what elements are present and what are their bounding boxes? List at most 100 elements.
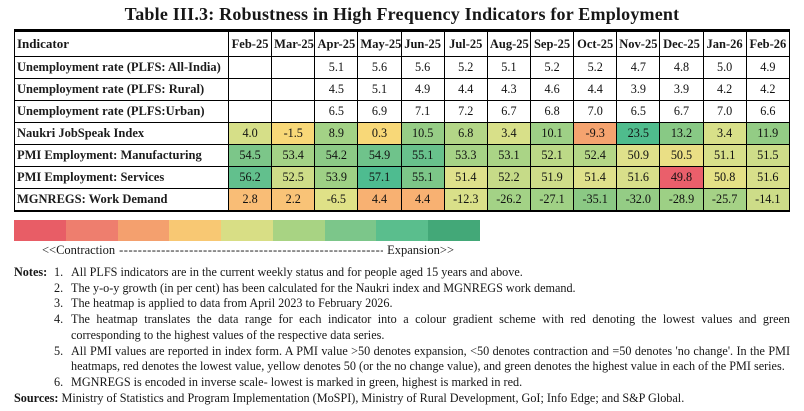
sources-line: Sources: Ministry of Statistics and Prog… (14, 391, 790, 407)
table-row: MGNREGS: Work Demand 2.8 2.2 -6.5 4.4 4.4 -12.… (14, 188, 791, 212)
month-column-header: Sep-25 (529, 30, 575, 57)
data-cell: 49.8 (659, 166, 704, 189)
indicator-label: MGNREGS: Work Demand (14, 188, 229, 212)
month-column-header: Jul-25 (443, 30, 488, 57)
data-cell: 6.8 (529, 100, 575, 123)
data-cell: 4.4 (357, 188, 402, 212)
data-cell: 6.7 (659, 100, 704, 123)
indicator-column-header: Indicator (14, 30, 229, 57)
gradient-segment (221, 220, 273, 241)
data-cell: 7.0 (573, 100, 618, 123)
note-number: 6. (54, 374, 64, 389)
data-cell: -6.5 (314, 188, 359, 212)
table-row: Unemployment rate (PLFS: All-India) 5.1 5.… (14, 56, 791, 79)
month-column-header: Nov-25 (616, 30, 661, 57)
data-cell: 6.5 (616, 100, 661, 123)
data-cell: 0.3 (357, 122, 402, 145)
month-column-header: Mar-25 (271, 30, 316, 57)
data-cell: -26.2 (486, 188, 531, 212)
data-cell: 6.6 (745, 100, 791, 123)
note-number: 4. (54, 312, 64, 327)
data-cell: 54.2 (314, 144, 359, 167)
notes-label: Notes: (14, 265, 48, 279)
note-number: 3. (54, 296, 64, 311)
data-cell: 53.9 (314, 166, 359, 189)
data-cell: 51.5 (745, 144, 791, 167)
month-column-header: Dec-25 (659, 30, 704, 57)
data-cell: 53.1 (486, 144, 531, 167)
data-cell: 7.1 (400, 100, 445, 123)
data-cell: 51.1 (702, 144, 747, 167)
data-cell: 50.8 (702, 166, 747, 189)
gradient-segment (14, 220, 66, 241)
data-cell: 4.4 (573, 78, 618, 101)
data-cell (271, 100, 316, 123)
table-title: Table III.3: Robustness in High Frequenc… (124, 4, 680, 24)
data-cell: 52.1 (529, 144, 575, 167)
notes-section: Notes: 1. All PLFS indicators are in the … (14, 265, 790, 391)
month-column-header: Aug-25 (486, 30, 531, 57)
gradient-bar (14, 220, 481, 241)
data-cell: 54.9 (357, 144, 402, 167)
indicator-label: Unemployment rate (PLFS: All-India) (14, 56, 229, 79)
data-cell: 56.2 (227, 166, 273, 189)
data-cell: 5.2 (443, 56, 488, 79)
data-cell: 51.6 (745, 166, 791, 189)
data-cell: 52.5 (271, 166, 316, 189)
data-cell: 4.6 (529, 78, 575, 101)
data-cell: 4.4 (443, 78, 488, 101)
note-number: 1. (54, 265, 64, 279)
contraction-label: <<Contraction (42, 243, 116, 257)
data-cell: 2.8 (227, 188, 273, 212)
data-cell: 8.9 (314, 122, 359, 145)
gradient-segment (272, 220, 325, 241)
data-cell: 4.9 (400, 78, 445, 101)
data-cell (271, 56, 316, 79)
data-cell: -1.5 (271, 122, 316, 145)
data-cell: -9.3 (573, 122, 618, 145)
month-column-header: Feb-25 (227, 30, 273, 57)
table-row: Unemployment rate (PLFS: Rural) 4.5 5.1 4.9… (14, 78, 791, 101)
data-cell: 50.9 (616, 144, 661, 167)
data-cell: 5.0 (702, 56, 747, 79)
table-body: Unemployment rate (PLFS: All-India) 5.1 5.… (14, 56, 791, 212)
table-row: PMI Employment: Manufacturing 54.5 53.4 54.… (14, 144, 791, 167)
data-cell: 52.4 (573, 144, 618, 167)
data-cell: 6.5 (314, 100, 359, 123)
note-text: The heatmap is applied to data from Apri… (71, 296, 393, 311)
data-cell: 4.8 (659, 56, 704, 79)
indicator-label: Unemployment rate (PLFS:Urban) (14, 100, 229, 123)
data-cell (227, 78, 273, 101)
data-cell: 5.6 (357, 56, 402, 79)
header-row: Indicator Feb-25 Mar-25 Apr-25 May-25 Jun-25… (14, 30, 791, 57)
data-cell: 54.5 (227, 144, 273, 167)
data-cell: 57.1 (357, 166, 402, 189)
note-text: The heatmap translates the data range fo… (71, 312, 790, 342)
data-cell: 4.4 (400, 188, 445, 212)
employment-indicators-table: Indicator Feb-25 Mar-25 Apr-25 May-25 Jun-25… (14, 29, 791, 212)
note-item: 5. All PMI values are reported in index f… (54, 344, 790, 375)
indicator-label: Naukri JobSpeak Index (14, 122, 229, 145)
data-cell: -14.1 (745, 188, 791, 212)
data-cell (271, 78, 316, 101)
data-cell: 6.9 (357, 100, 402, 123)
data-cell: 3.9 (659, 78, 704, 101)
data-cell: 3.9 (616, 78, 661, 101)
indicator-label: Unemployment rate (PLFS: Rural) (14, 78, 229, 101)
data-cell: 5.6 (400, 56, 445, 79)
data-cell: 5.1 (314, 56, 359, 79)
data-cell: 5.1 (357, 78, 402, 101)
data-cell: 4.5 (314, 78, 359, 101)
indicator-label: PMI Employment: Manufacturing (14, 144, 229, 167)
data-cell: 53.4 (271, 144, 316, 167)
sources-label: Sources: (14, 390, 59, 405)
note-text: All PMI values are reported in index for… (71, 343, 790, 374)
data-cell: -35.1 (573, 188, 618, 212)
data-cell: -28.9 (659, 188, 704, 212)
data-cell: 3.4 (702, 122, 747, 145)
data-cell: 4.0 (227, 122, 273, 145)
note-item: 2. The y-o-y growth (in per cent) has bee… (54, 281, 790, 297)
table-row: PMI Employment: Services 56.2 52.5 53.9 57.1… (14, 166, 791, 189)
note-text: The y-o-y growth (in per cent) has been … (71, 280, 576, 295)
